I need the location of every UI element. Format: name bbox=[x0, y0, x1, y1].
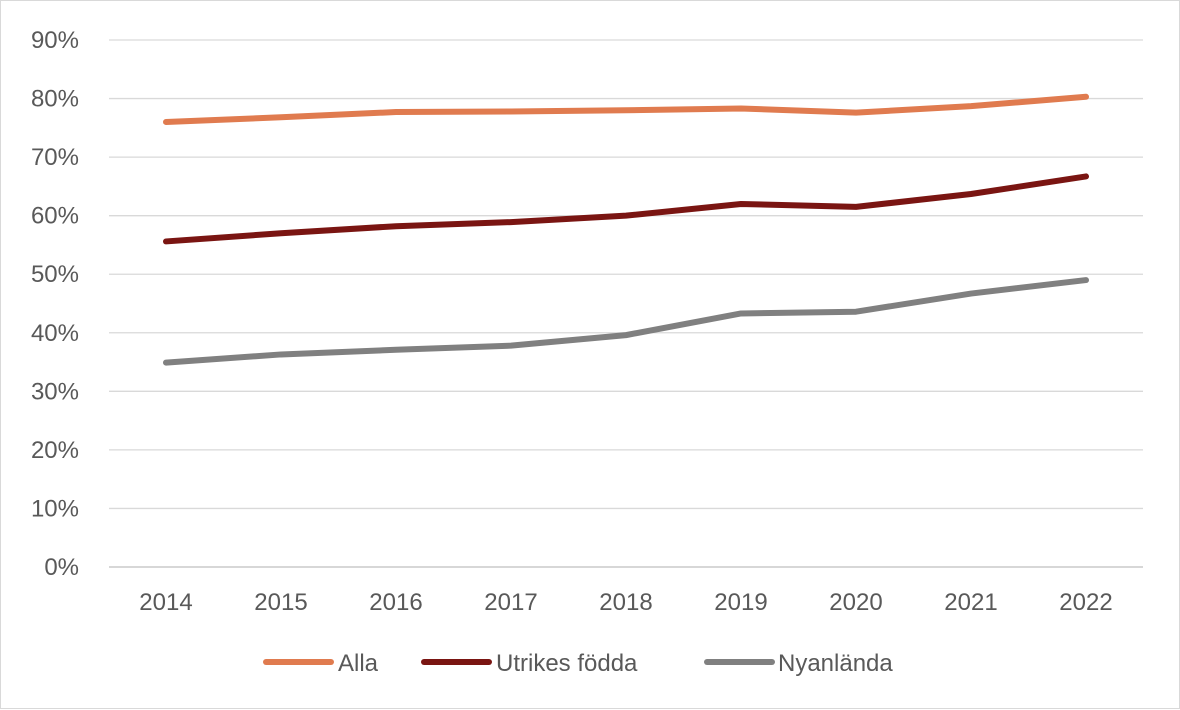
x-tick-label: 2015 bbox=[254, 589, 307, 616]
x-tick-label: 2021 bbox=[944, 589, 997, 616]
y-tick-label: 90% bbox=[31, 27, 79, 54]
series-line-alla bbox=[163, 93, 1089, 125]
y-tick-label: 30% bbox=[31, 378, 79, 405]
y-tick-label: 80% bbox=[31, 86, 79, 113]
x-tick-label: 2016 bbox=[369, 589, 422, 616]
y-tick-label: 20% bbox=[31, 437, 79, 464]
x-tick-label: 2022 bbox=[1059, 589, 1112, 616]
y-tick-label: 40% bbox=[31, 320, 79, 347]
y-tick-label: 50% bbox=[31, 261, 79, 288]
series-line-utrikes-f-dda bbox=[163, 173, 1089, 245]
x-tick-label: 2018 bbox=[599, 589, 652, 616]
y-tick-label: 0% bbox=[44, 554, 79, 581]
y-tick-label: 10% bbox=[31, 495, 79, 522]
x-tick-label: 2020 bbox=[829, 589, 882, 616]
x-tick-label: 2017 bbox=[484, 589, 537, 616]
legend-label: Utrikes födda bbox=[496, 650, 638, 677]
x-tick-label: 2014 bbox=[139, 589, 192, 616]
series-line-nyanl-nda bbox=[163, 277, 1089, 366]
legend-label: Alla bbox=[338, 650, 379, 677]
x-tick-label: 2019 bbox=[714, 589, 767, 616]
legend-label: Nyanlända bbox=[778, 650, 893, 677]
y-tick-label: 60% bbox=[31, 203, 79, 230]
y-tick-label: 70% bbox=[31, 144, 79, 171]
